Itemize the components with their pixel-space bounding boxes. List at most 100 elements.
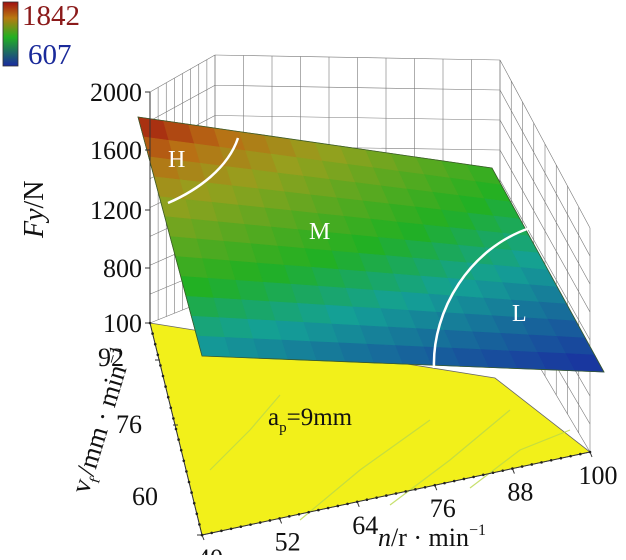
colorbar-max-label: 1842 bbox=[22, 0, 80, 32]
x-axis-dot bbox=[375, 496, 378, 499]
z-tick-label: 1200 bbox=[90, 196, 142, 225]
y-axis-dot bbox=[192, 501, 196, 505]
x-axis-dot bbox=[258, 521, 262, 524]
x-tick-label: 100 bbox=[579, 461, 618, 490]
x-axis-dot bbox=[278, 517, 281, 520]
y-axis-dot bbox=[185, 470, 188, 473]
x-axis-dot bbox=[559, 456, 563, 460]
plane-contour bbox=[469, 429, 571, 489]
y-axis-dot bbox=[187, 480, 191, 484]
x-axis-dot bbox=[229, 527, 233, 531]
x-axis-dot bbox=[326, 506, 330, 510]
x-axis-dot bbox=[579, 452, 582, 456]
plane-annotation: ap=9mm bbox=[268, 404, 353, 436]
y-axis-dot bbox=[174, 427, 178, 431]
y-axis-dot bbox=[198, 523, 201, 526]
x-axis-dot bbox=[249, 523, 252, 526]
grid-line bbox=[214, 115, 501, 121]
y-axis-dot bbox=[190, 491, 193, 494]
y-axis-dot bbox=[156, 353, 160, 357]
region-label-high: H bbox=[168, 147, 185, 173]
plane-contour bbox=[299, 419, 431, 521]
plane-contour bbox=[209, 394, 281, 471]
x-axis-dot bbox=[472, 475, 475, 479]
grid-line bbox=[149, 54, 216, 93]
x-axis-dot bbox=[288, 515, 291, 518]
x-axis-dot bbox=[210, 531, 213, 535]
z-axis-ticks: 2000 1600 1200 800 100 bbox=[90, 78, 150, 338]
grid-line bbox=[499, 59, 591, 229]
response-surface bbox=[137, 116, 605, 373]
x-axis-dot bbox=[530, 463, 534, 466]
x-axis-dot bbox=[365, 498, 369, 502]
y-axis-ticks: 60 76 92 bbox=[98, 321, 204, 537]
x-axis-dot bbox=[511, 467, 514, 470]
x-axis-dot bbox=[355, 500, 359, 504]
y-tick-label: 92 bbox=[98, 343, 124, 372]
y-axis-dot bbox=[177, 438, 180, 441]
y-tick-label: 60 bbox=[132, 482, 158, 511]
grid-line bbox=[149, 84, 216, 122]
x-axis-dot bbox=[268, 519, 272, 522]
contour-line-high bbox=[167, 137, 240, 205]
surface-outline bbox=[137, 116, 605, 373]
x-axis-dot bbox=[239, 525, 243, 528]
x-axis-dot bbox=[482, 473, 485, 477]
x-axis-dot bbox=[443, 481, 446, 485]
x-axis-dot bbox=[491, 471, 495, 475]
contour-line-low bbox=[432, 226, 531, 369]
y-axis-dot bbox=[166, 395, 170, 399]
y-tick-label: 76 bbox=[116, 410, 142, 439]
x-axis-dot bbox=[220, 529, 223, 533]
x-axis-dot bbox=[433, 483, 437, 487]
grid-line bbox=[499, 179, 591, 341]
x-axis-dot bbox=[200, 533, 204, 537]
y-axis-dot bbox=[161, 374, 165, 378]
y-axis-dot bbox=[179, 448, 183, 452]
region-label-low: L bbox=[512, 301, 527, 327]
x-tick-label: 40 bbox=[197, 544, 223, 555]
colorbar bbox=[2, 1, 19, 67]
grid-line bbox=[214, 54, 501, 61]
x-axis-dot bbox=[520, 465, 524, 468]
grid-line bbox=[214, 84, 501, 91]
x-tick-label: 52 bbox=[275, 527, 301, 555]
x-axis-dot bbox=[317, 508, 320, 512]
x-tick-label: 88 bbox=[507, 478, 533, 507]
y-axis-dot bbox=[148, 321, 152, 325]
grid-line bbox=[499, 149, 591, 313]
y-axis-dot bbox=[169, 406, 173, 410]
z-tick-label: 1600 bbox=[90, 136, 142, 165]
x-axis-dot bbox=[569, 454, 572, 458]
x-axis-dot bbox=[346, 502, 349, 506]
region-label-mid: M bbox=[309, 219, 330, 245]
y-axis-dot bbox=[164, 385, 167, 388]
y-axis-dot bbox=[153, 342, 157, 346]
z-tick-label: 2000 bbox=[90, 78, 142, 107]
z-tick-label: 100 bbox=[103, 309, 142, 338]
y-axis-dot bbox=[182, 459, 186, 463]
x-axis-dot bbox=[452, 479, 456, 483]
x-axis-dot bbox=[462, 477, 466, 481]
x-axis-dot bbox=[394, 492, 398, 495]
x-axis-dot bbox=[297, 512, 301, 516]
x-tick-label: 76 bbox=[430, 494, 456, 523]
grid-line bbox=[499, 89, 591, 257]
x-axis-dot bbox=[423, 485, 427, 489]
y-axis-dot bbox=[195, 512, 199, 516]
grid-line bbox=[499, 119, 591, 285]
y-axis-dot bbox=[159, 364, 162, 367]
y-axis-dot bbox=[151, 332, 154, 335]
x-axis-dot bbox=[404, 490, 408, 493]
x-tick-label: 64 bbox=[352, 511, 378, 540]
colorbar-min-label: 607 bbox=[28, 39, 72, 71]
z-axis-label: Fy/N bbox=[19, 180, 50, 239]
z-tick-label: 800 bbox=[103, 254, 142, 283]
x-axis-dot bbox=[414, 488, 417, 491]
x-axis-dot bbox=[336, 504, 340, 508]
x-axis-label: n/r · min−1 bbox=[378, 522, 486, 552]
x-axis-dot bbox=[307, 510, 311, 514]
x-axis-dot bbox=[501, 469, 505, 472]
